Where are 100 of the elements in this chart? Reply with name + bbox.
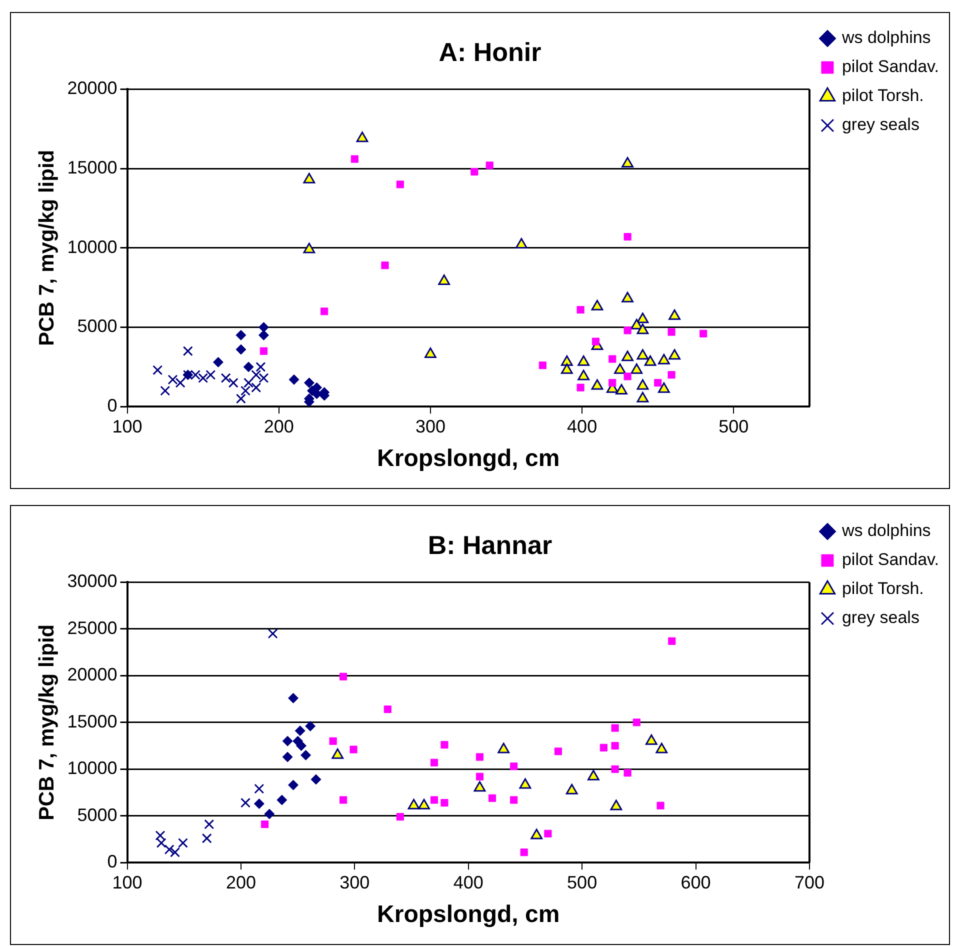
y-tick-label: 0 — [107, 396, 118, 416]
point — [624, 372, 632, 380]
x-tick-label: 700 — [794, 872, 824, 892]
legend-label: ws dolphins — [840, 28, 931, 48]
point — [206, 370, 216, 380]
point — [430, 758, 438, 766]
point — [204, 819, 214, 830]
point — [658, 354, 670, 364]
point — [236, 344, 246, 355]
point — [668, 637, 676, 645]
point — [486, 162, 494, 170]
point — [636, 392, 649, 402]
point — [591, 300, 604, 310]
y-tick-label: 20000 — [67, 78, 118, 98]
point — [303, 242, 316, 254]
point — [251, 382, 262, 393]
y-tick-label: 10000 — [67, 236, 118, 257]
point — [329, 737, 337, 745]
point — [288, 692, 299, 704]
point — [622, 350, 634, 362]
x-tick-label: 400 — [453, 872, 484, 892]
y-tick-label: 15000 — [67, 711, 118, 732]
point — [530, 828, 543, 840]
point — [240, 798, 250, 808]
point — [476, 772, 484, 780]
point — [198, 373, 208, 384]
point — [610, 800, 622, 810]
point — [261, 820, 269, 828]
point — [305, 720, 316, 732]
point — [614, 363, 626, 374]
point — [170, 847, 180, 858]
x-tick-label: 300 — [340, 872, 370, 892]
point — [396, 813, 404, 821]
point — [251, 370, 262, 380]
point — [168, 374, 178, 385]
legend-label: pilot Sandav. — [842, 550, 940, 570]
point — [658, 382, 670, 393]
point — [340, 796, 348, 804]
point — [611, 742, 619, 750]
point — [258, 373, 269, 384]
point — [510, 796, 518, 804]
point — [624, 769, 632, 777]
point — [538, 362, 546, 370]
point — [576, 306, 584, 314]
point — [350, 746, 358, 754]
point — [611, 724, 619, 732]
x-axis-title: Kropslongd, cm — [377, 901, 560, 928]
point — [510, 762, 518, 770]
point — [408, 798, 420, 810]
point — [520, 848, 528, 856]
point — [254, 798, 264, 809]
point — [254, 784, 264, 794]
point — [576, 384, 584, 392]
point — [560, 355, 573, 366]
point — [236, 330, 246, 340]
point — [668, 309, 680, 320]
point — [228, 378, 238, 388]
point — [636, 379, 649, 390]
point — [300, 750, 312, 760]
point — [282, 736, 293, 746]
point — [470, 168, 478, 176]
point — [288, 374, 300, 385]
point — [592, 338, 600, 346]
point — [356, 132, 368, 142]
point — [178, 838, 188, 848]
point — [304, 378, 314, 388]
y-axis-title: PCB 7, myg/kg lipid — [35, 150, 58, 346]
point — [294, 726, 306, 736]
point — [282, 752, 293, 762]
legend-label: pilot Torsh. — [842, 579, 924, 598]
y-tick-label: 15000 — [67, 158, 118, 178]
point — [608, 355, 616, 363]
point — [340, 672, 348, 680]
point — [636, 349, 649, 360]
y-tick-label: 30000 — [67, 571, 118, 592]
point — [396, 180, 404, 188]
point — [152, 365, 163, 376]
point — [668, 349, 680, 360]
point — [260, 347, 268, 355]
point — [288, 780, 299, 790]
point — [656, 802, 664, 810]
point — [212, 356, 224, 368]
point — [320, 308, 328, 316]
point — [560, 363, 573, 374]
point — [438, 274, 450, 285]
legend-label: pilot Torsh. — [842, 86, 924, 106]
x-tick-label: 100 — [112, 872, 142, 892]
point — [566, 784, 578, 794]
point — [264, 808, 275, 820]
point — [258, 322, 269, 332]
point — [418, 798, 430, 810]
point — [622, 157, 634, 168]
point — [515, 238, 528, 248]
point — [600, 744, 608, 752]
x-tick-label: 200 — [226, 872, 256, 892]
x-tick-label: 300 — [415, 416, 446, 436]
point — [624, 326, 632, 334]
point — [636, 312, 649, 324]
x-tick-label: 400 — [567, 416, 598, 436]
point — [276, 794, 288, 806]
